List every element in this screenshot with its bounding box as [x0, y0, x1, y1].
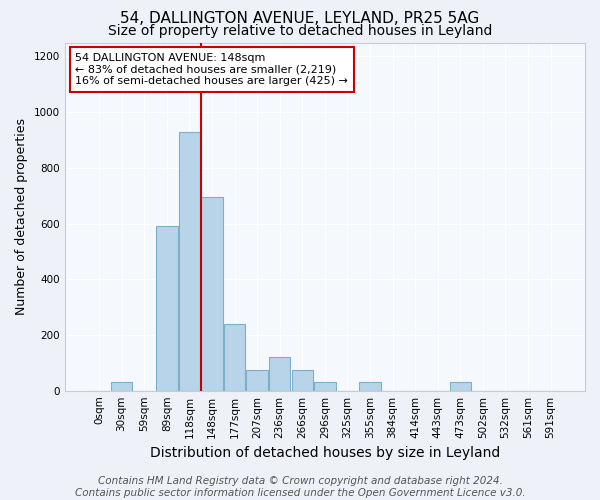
Text: Contains HM Land Registry data © Crown copyright and database right 2024.
Contai: Contains HM Land Registry data © Crown c… — [74, 476, 526, 498]
Bar — [359, 382, 381, 390]
Text: 54, DALLINGTON AVENUE, LEYLAND, PR25 5AG: 54, DALLINGTON AVENUE, LEYLAND, PR25 5AG — [121, 11, 479, 26]
Bar — [247, 370, 268, 390]
Bar — [156, 226, 178, 390]
Bar — [269, 358, 290, 390]
Y-axis label: Number of detached properties: Number of detached properties — [15, 118, 28, 315]
Bar — [224, 324, 245, 390]
Bar — [449, 382, 471, 390]
Bar — [314, 382, 335, 390]
Text: Size of property relative to detached houses in Leyland: Size of property relative to detached ho… — [108, 24, 492, 38]
Bar — [111, 382, 133, 390]
Bar — [201, 197, 223, 390]
X-axis label: Distribution of detached houses by size in Leyland: Distribution of detached houses by size … — [150, 446, 500, 460]
Bar — [179, 132, 200, 390]
Bar — [292, 370, 313, 390]
Text: 54 DALLINGTON AVENUE: 148sqm
← 83% of detached houses are smaller (2,219)
16% of: 54 DALLINGTON AVENUE: 148sqm ← 83% of de… — [75, 53, 348, 86]
